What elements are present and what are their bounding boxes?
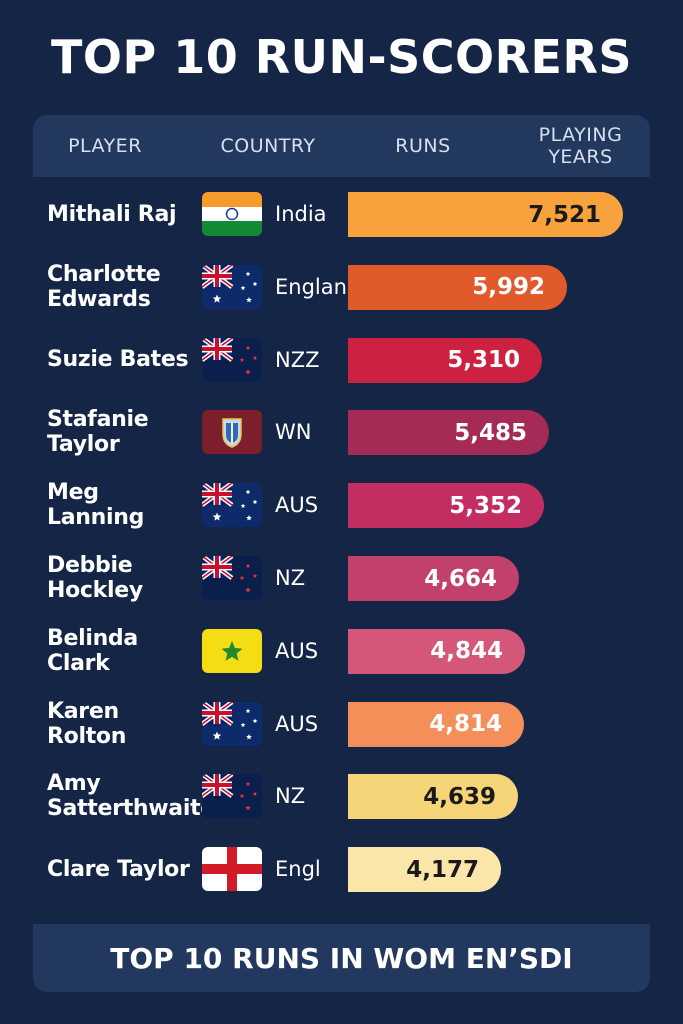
country-label: England xyxy=(275,274,361,299)
country-label: WN xyxy=(275,420,312,445)
table-row: Karen Rolton AUS 4,814 xyxy=(0,692,683,756)
runs-value-label: 4,664 xyxy=(424,565,497,592)
runs-bar: 4,814 xyxy=(348,701,524,747)
country-label: India xyxy=(275,202,327,226)
table-header: PLAYER COUNTRY RUNS PLAYING YEARS xyxy=(33,115,650,177)
runs-value-label: 4,844 xyxy=(430,638,503,665)
country-label: AUS xyxy=(275,638,319,663)
player-name: Belinda Clark xyxy=(47,625,138,676)
australia-flag-icon xyxy=(202,264,262,309)
player-name: Mithali Raj xyxy=(47,201,177,227)
player-name: Charlotte Edwards xyxy=(47,261,161,312)
chart-title: TOP 10 RUN-SCORERS xyxy=(51,30,632,84)
runs-value-label: 5,352 xyxy=(449,492,522,519)
runs-bar: 5,992 xyxy=(348,264,567,310)
runs-bar: 7,521 xyxy=(348,192,623,237)
country-label: NZ xyxy=(275,784,306,809)
runs-bar: 5,352 xyxy=(348,483,544,529)
runs-bar: 5,310 xyxy=(348,337,542,383)
player-name: Clare Taylor xyxy=(47,856,190,882)
new-zealand-flag-icon xyxy=(202,556,262,600)
table-row: Charlotte Edwards England 5,992 xyxy=(0,255,683,319)
runs-value-label: 4,814 xyxy=(429,711,502,738)
table-row: Belinda Clark AUS 4,844 xyxy=(0,619,683,683)
column-header-country: COUNTRY xyxy=(220,135,316,157)
player-name: Debbie Hockley xyxy=(47,553,143,603)
country-label: AUS xyxy=(275,493,319,518)
runs-value-label: 7,521 xyxy=(528,201,601,228)
player-name: Stafanie Taylor xyxy=(47,407,149,458)
table-row: Mithali Raj India 7,521 xyxy=(0,182,683,246)
player-name: Karen Rolton xyxy=(47,698,127,749)
runs-value-label: 4,639 xyxy=(423,783,496,810)
column-header-player: PLAYER xyxy=(68,135,142,157)
country-label: NZZ xyxy=(275,347,320,372)
england-flag-icon xyxy=(202,847,262,892)
runs-value-label: 5,485 xyxy=(454,419,527,446)
player-name: Suzie Bates xyxy=(47,347,189,373)
country-label: NZ xyxy=(275,566,306,590)
new-zealand-flag-icon xyxy=(202,774,262,819)
runs-value-label: 5,310 xyxy=(447,347,520,374)
runs-bar: 5,485 xyxy=(348,410,549,456)
country-label: AUS xyxy=(275,711,319,736)
india-flag-icon xyxy=(202,192,262,236)
new-zealand-flag-icon xyxy=(202,337,262,382)
country-label: Engl xyxy=(275,857,321,882)
table-row: Suzie Bates NZZ 5,310 xyxy=(0,328,683,392)
table-row: Meg Lanning AUS 5,352 xyxy=(0,473,683,537)
column-header-runs: RUNS xyxy=(395,135,451,157)
column-header-playing-years: PLAYING YEARS xyxy=(538,124,623,168)
west-indies-flag-icon xyxy=(202,410,262,455)
table-row: Debbie Hockley NZ 4,664 xyxy=(0,546,683,610)
runs-value-label: 5,992 xyxy=(472,274,545,301)
runs-bar: 4,639 xyxy=(348,774,518,820)
player-name: Meg Lanning xyxy=(47,480,145,531)
runs-bar: 4,844 xyxy=(348,628,525,674)
runs-bar: 4,664 xyxy=(348,556,519,601)
table-row: Stafanie Taylor WN 5,485 xyxy=(0,400,683,464)
table-row: Amy Satterthwaite NZ 4,639 xyxy=(0,764,683,828)
australia-green-flag-icon xyxy=(202,628,262,673)
australia-flag-icon xyxy=(202,483,262,528)
australia-flag-icon xyxy=(202,701,262,746)
runs-bar: 4,177 xyxy=(348,847,501,893)
table-row: Clare Taylor Engl 4,177 xyxy=(0,837,683,901)
player-name: Amy Satterthwaite xyxy=(47,771,215,822)
runs-value-label: 4,177 xyxy=(406,856,479,883)
chart-footer: TOP 10 RUNS IN WOM EN’SDI xyxy=(33,924,650,992)
